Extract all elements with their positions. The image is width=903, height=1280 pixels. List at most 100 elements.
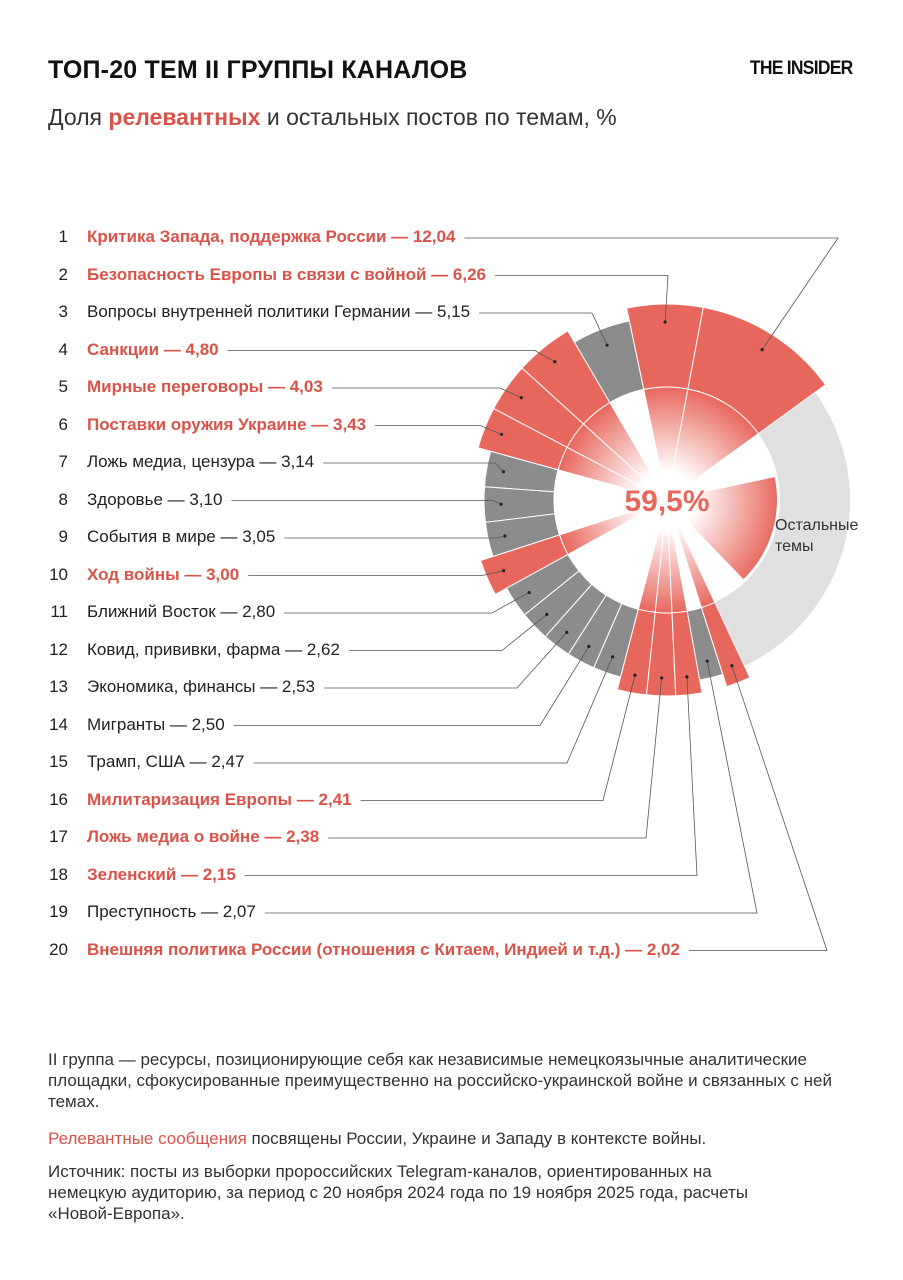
leader-line-5 xyxy=(331,387,522,399)
bar-13 xyxy=(544,583,607,655)
topic-rank: 6 xyxy=(58,414,68,434)
topic-text: Вопросы внутренней политики Германии — 5… xyxy=(87,302,471,321)
topic-text: Ближний Восток — 2,80 xyxy=(87,602,276,621)
topic-rank: 13 xyxy=(49,677,68,696)
leader-line-6 xyxy=(375,425,502,435)
bar-15 xyxy=(593,602,639,678)
leader-line-3 xyxy=(479,312,608,346)
topic-text: Мигранты — 2,50 xyxy=(87,714,225,734)
subtitle-highlight: релевантных xyxy=(108,104,261,130)
leader-line-14 xyxy=(233,646,590,726)
leader-dot-7 xyxy=(501,470,506,474)
leader-line-4 xyxy=(227,350,556,363)
leader-line-8 xyxy=(231,500,502,505)
topic-text: Ход войны — 3,00 xyxy=(87,564,240,584)
leader-line-17 xyxy=(328,677,663,839)
leader-line-9 xyxy=(284,535,506,539)
others-relevant-wedge xyxy=(667,477,778,580)
leader-dot-5 xyxy=(519,396,523,400)
leader-dot-10 xyxy=(502,569,506,573)
leader-dot-20 xyxy=(730,664,734,668)
topic-text: Ковид, прививки, фарма — 2,62 xyxy=(87,639,340,659)
leader-dot-11 xyxy=(527,590,531,595)
bar-3 xyxy=(573,320,645,404)
topic-rank: 18 xyxy=(49,864,68,884)
topic-rank: 9 xyxy=(58,527,68,546)
topic-text: Ложь медиа о войне — 2,38 xyxy=(87,827,320,846)
others-label-line1: Остальные xyxy=(775,517,859,534)
bar-5 xyxy=(492,367,585,448)
bar-11 xyxy=(505,553,580,616)
topic-text: Преступность — 2,07 xyxy=(87,902,256,921)
bar-10 xyxy=(479,534,569,596)
footer-note-relevant: Релевантные сообщения посвящены России, … xyxy=(48,1128,848,1149)
topic-text: Безопасность Европы в связи с войной — 6… xyxy=(87,264,486,284)
topic-text: Экономика, финансы — 2,53 xyxy=(87,677,316,696)
bar-9 xyxy=(484,513,561,558)
leader-line-20 xyxy=(688,665,828,951)
topic-text: Милитаризация Европы — 2,41 xyxy=(87,789,352,809)
leader-dot-3 xyxy=(605,343,609,347)
leader-line-16 xyxy=(360,675,636,801)
leader-line-11 xyxy=(284,592,530,614)
leader-dot-17 xyxy=(660,676,664,680)
bar-6 xyxy=(477,407,568,471)
bar-16 xyxy=(616,608,656,696)
chart-title: ТОП-20 ТЕМ II ГРУППЫ КАНАЛОВ xyxy=(48,56,468,84)
footer-note-group: II группа — ресурсы, позиционирующие себ… xyxy=(48,1050,832,1111)
bar-18 xyxy=(671,610,703,697)
leader-line-2 xyxy=(495,275,669,323)
topic-text: Мирные переговоры — 4,03 xyxy=(87,377,323,396)
topic-rank: 20 xyxy=(49,939,68,959)
leader-dot-2 xyxy=(663,320,667,324)
leader-line-15 xyxy=(253,656,613,764)
topic-text: События в мире — 3,05 xyxy=(87,527,276,546)
relevant-rest: посвящены России, Украине и Западу в кон… xyxy=(246,1129,707,1148)
leader-dot-9 xyxy=(503,534,507,538)
topic-rank: 10 xyxy=(49,564,68,584)
topic-text: Трамп, США — 2,47 xyxy=(87,752,245,771)
leader-line-19 xyxy=(264,660,758,914)
bar-14 xyxy=(567,594,623,669)
bar-2 xyxy=(626,303,704,391)
topic-text: Зеленский — 2,15 xyxy=(87,864,236,884)
topic-text: Критика Запада, поддержка России — 12,04 xyxy=(87,227,456,246)
bar-4 xyxy=(521,330,611,425)
topic-rank: 11 xyxy=(50,602,68,621)
leader-dot-4 xyxy=(553,360,557,364)
footer-source: Источник: посты из выборки пророссийских… xyxy=(48,1162,749,1223)
bar-7 xyxy=(483,450,559,493)
the-insider-logo: THE INSIDER xyxy=(750,58,853,79)
topic-text: Поставки оружия Украине — 3,43 xyxy=(87,414,367,434)
leader-dot-18 xyxy=(685,675,689,679)
leader-dot-1 xyxy=(760,347,764,352)
topic-text: Ложь медиа, цензура — 3,14 xyxy=(87,452,315,471)
topic-rank: 12 xyxy=(49,639,68,659)
leader-line-18 xyxy=(244,676,698,876)
others-ring xyxy=(714,392,850,666)
topic-rank: 14 xyxy=(49,714,68,734)
topic-rank: 1 xyxy=(58,227,68,246)
topic-rank: 7 xyxy=(58,452,68,471)
leader-line-12 xyxy=(348,614,548,651)
leader-dot-15 xyxy=(610,655,615,659)
others-label-line2: темы xyxy=(775,538,814,555)
topic-rank: 4 xyxy=(58,339,68,359)
leader-dot-19 xyxy=(705,659,709,663)
leader-dot-13 xyxy=(565,630,569,634)
topic-rank: 2 xyxy=(58,264,68,284)
topic-rank: 15 xyxy=(49,752,68,771)
topic-text: Санкции — 4,80 xyxy=(87,339,219,359)
leader-dot-12 xyxy=(545,612,549,617)
topic-rank: 17 xyxy=(49,827,68,846)
topic-rank: 8 xyxy=(58,489,68,509)
leader-line-1 xyxy=(464,237,839,350)
subtitle-after: и остальных постов по темам, % xyxy=(260,104,617,130)
bar-17 xyxy=(645,611,677,697)
leader-dot-8 xyxy=(499,502,503,506)
bar-19 xyxy=(686,606,724,681)
bar-20 xyxy=(700,601,751,688)
relevant-highlight: Релевантные сообщения xyxy=(48,1129,247,1148)
leader-line-10 xyxy=(248,570,504,576)
leader-dot-16 xyxy=(633,673,637,677)
